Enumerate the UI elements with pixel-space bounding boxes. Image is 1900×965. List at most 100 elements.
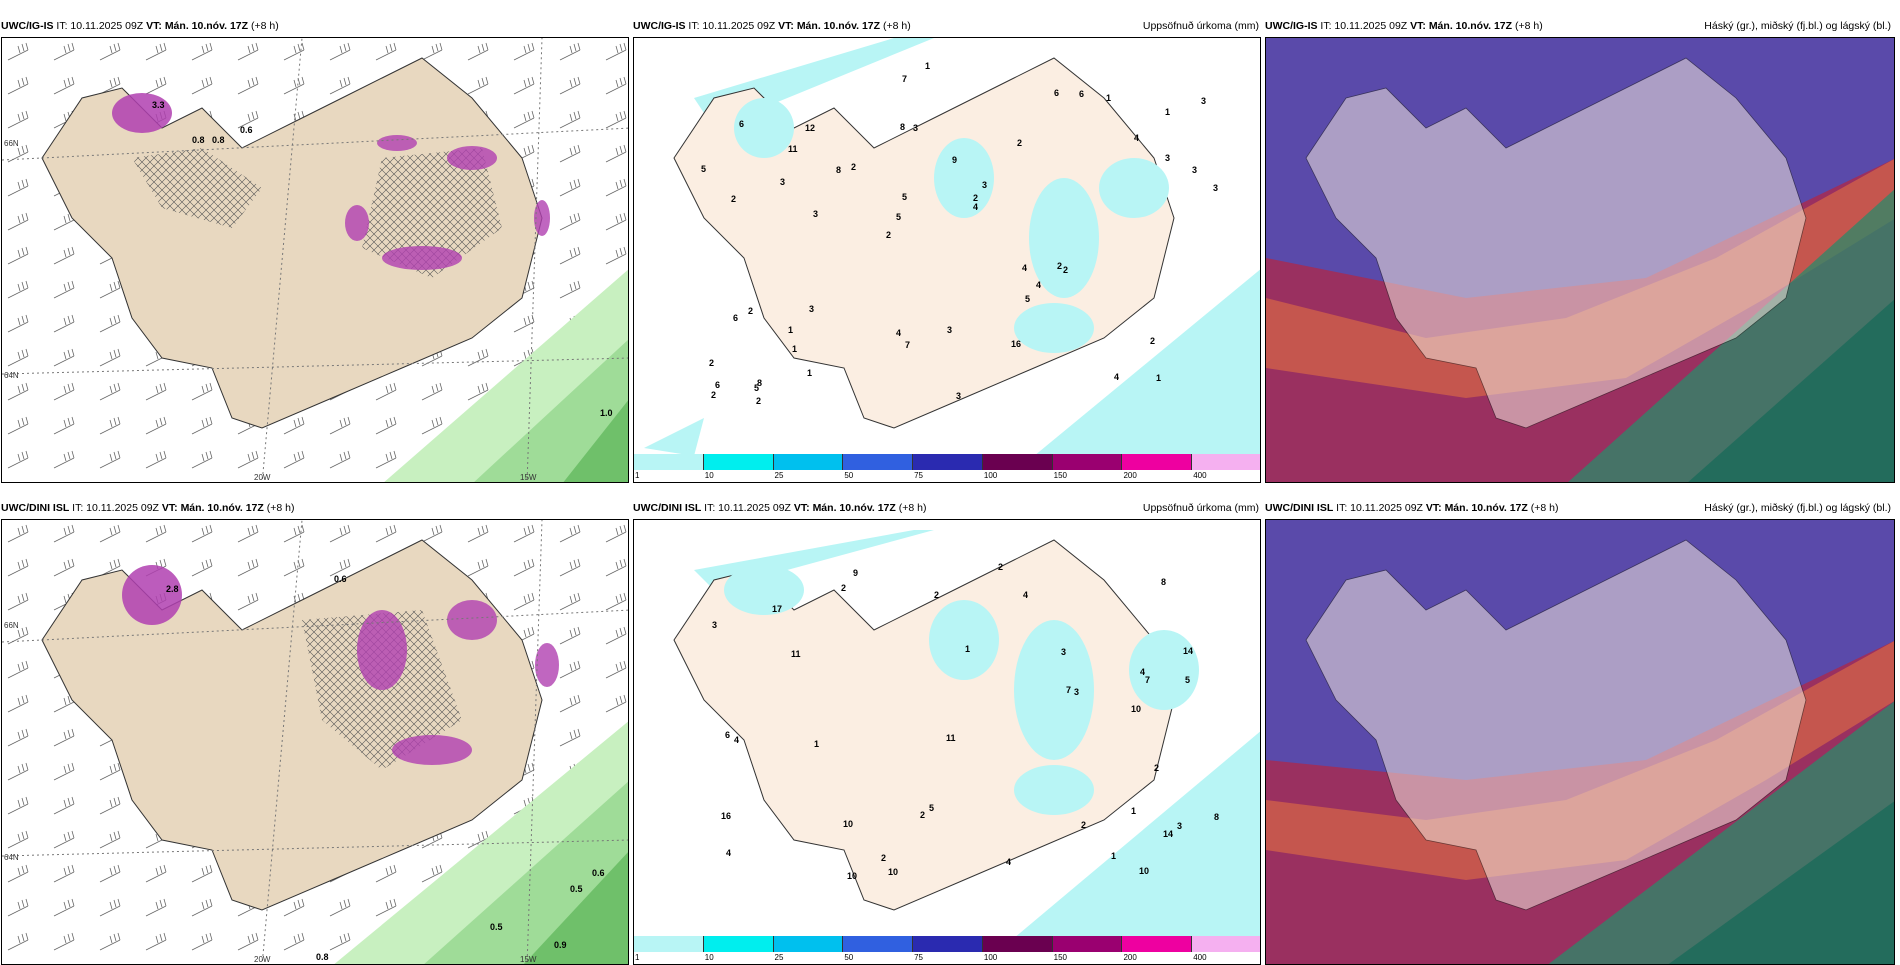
precip-value: 17: [772, 604, 782, 614]
colorbar-swatch: [1192, 454, 1260, 470]
colorbar-swatch: [703, 936, 774, 952]
precip-value: 2: [1081, 820, 1086, 830]
valid-label: VT:: [1410, 20, 1426, 32]
colorbar-tick: 400: [1193, 471, 1207, 480]
field-title: Háský (gr.), miðský (fj.bl.) og lágský (…: [1704, 20, 1891, 32]
precip-value: 1: [788, 325, 793, 335]
wind-map: 2.8 0.6 0.6 0.5 0.5 0.9 0.8 66N 64N 20W …: [2, 520, 628, 964]
precip-value: 3: [1201, 96, 1206, 106]
lon-label: 15W: [520, 955, 537, 964]
colorbar-swatch: [1122, 936, 1193, 952]
panel-wind-dini: UWC/DINI ISL IT: 10.11.2025 09Z VT: Mán.…: [1, 482, 631, 965]
precip-value: 1: [807, 368, 812, 378]
precip-value: 4: [1036, 280, 1041, 290]
panel-wind-igis: UWC/IG-IS IT: 10.11.2025 09Z VT: Mán. 10…: [1, 0, 631, 483]
panel-header: UWC/DINI ISL IT: 10.11.2025 09Z VT: Mán.…: [1, 498, 631, 518]
precip-value: 4: [1023, 590, 1028, 600]
map-frame: 1 2 1 2 2 8 8 9 2 2 2 1 3 3 2 6 7 3 4 3 5 4 5 12 6 3 4 2 2 3 8 3 5 1 3 2 6 7 4…: [633, 37, 1261, 483]
precip-value: 4: [726, 848, 731, 858]
map-frame: 2.8 0.6 0.6 0.5 0.5 0.9 0.8 66N 64N 20W …: [1, 519, 629, 965]
panel-header: UWC/DINI ISL IT: 10.11.2025 09Z VT: Mán.…: [1265, 498, 1895, 518]
valid-label: VT:: [146, 20, 162, 32]
precip-value: 8: [1161, 577, 1166, 587]
colorbar-tick: 10: [704, 471, 714, 480]
lead-time: (+8 h): [1514, 20, 1543, 32]
snow-label: 0.8: [192, 135, 205, 145]
precip-value: 8: [1214, 812, 1219, 822]
panel-precip-igis: UWC/IG-IS IT: 10.11.2025 09Z VT: Mán. 10…: [633, 0, 1263, 483]
precip-value: 6: [725, 730, 730, 740]
precip-value: 8: [900, 122, 905, 132]
issue-time: IT: 10.11.2025 09Z: [56, 20, 144, 32]
colorbar-swatch: [913, 936, 983, 952]
colorbar-swatch: [703, 454, 774, 470]
colorbar-swatch: [1122, 454, 1193, 470]
precip-value: 2: [756, 396, 761, 406]
colorbar-swatch: [773, 454, 844, 470]
valid-time: Mán. 10.nóv. 17Z: [1444, 502, 1528, 514]
precip-value: 2: [709, 358, 714, 368]
precip-value: 2: [920, 810, 925, 820]
colorbar-tick: 100: [983, 471, 998, 480]
precip-value: 3: [947, 325, 952, 335]
panel-header: UWC/IG-IS IT: 10.11.2025 09Z VT: Mán. 10…: [1, 16, 631, 36]
colorbar-tick: 100: [983, 953, 998, 962]
colorbar-tick: 10: [704, 953, 714, 962]
colorbar-swatch: [1052, 454, 1123, 470]
precip-value: 8: [836, 165, 841, 175]
snow-label: 0.5: [490, 922, 503, 932]
precip-value: 4: [1140, 667, 1145, 677]
colorbar-swatch: [634, 454, 704, 470]
precip-value: 6: [739, 119, 744, 129]
model-name: UWC/IG-IS: [633, 20, 686, 32]
valid-time: Mán. 10.nóv. 17Z: [796, 20, 881, 32]
valid-label: VT:: [161, 502, 178, 514]
colorbar-tick: 1: [635, 953, 640, 962]
precip-value: 2: [748, 306, 753, 316]
colorbar-swatch: [1192, 936, 1260, 952]
issue-time: IT: 10.11.2025 09Z: [688, 20, 776, 32]
precip-value: 2: [934, 590, 939, 600]
precip-value: 3: [1213, 183, 1218, 193]
colorbar-tick: 400: [1193, 953, 1207, 962]
panel-clouds-dini: UWC/DINI ISL IT: 10.11.2025 09Z VT: Mán.…: [1265, 482, 1895, 965]
iceland-land: [1305, 57, 1807, 429]
precip-value: 11: [788, 144, 798, 154]
precip-value: 1: [965, 644, 970, 654]
map-frame: 1 14 3 1 4 9 4 10 8 11 5 3 10 10 16 17 14 2 5 7 6 4 4 7 2 2 2 4 3 8 1 2…: [633, 519, 1261, 965]
precip-value: 7: [905, 340, 910, 350]
field-title: Uppsöfnuð úrkoma (mm): [1142, 502, 1259, 514]
precip-value: 2: [998, 562, 1003, 572]
precip-value: 10: [847, 871, 857, 881]
issue-time: IT: 10.11.2025 09Z: [1336, 502, 1423, 514]
precip-value: 11: [791, 649, 801, 659]
cloud-map: [1266, 520, 1894, 964]
model-name: UWC/DINI ISL: [633, 502, 702, 514]
precip-value: 11: [946, 733, 956, 743]
model-name: UWC/IG-IS: [1, 20, 54, 32]
map-frame: 3.3 0.8 0.6 0.8 1.0 66N 64N 20W 15W: [1, 37, 629, 483]
iceland-land: [1305, 539, 1807, 911]
panel-precip-dini: UWC/DINI ISL IT: 10.11.2025 09Z VT: Mán.…: [633, 482, 1263, 965]
precip-value: 16: [721, 811, 731, 821]
precip-value: 3: [1177, 821, 1182, 831]
lon-label: 20W: [254, 955, 271, 964]
precip-value: 5: [1025, 294, 1030, 304]
model-name: UWC/DINI ISL: [1265, 502, 1334, 514]
lead-time: (+8 h): [898, 502, 927, 514]
precip-value: 3: [982, 180, 987, 190]
precip-value: 9: [952, 155, 957, 165]
colorbar-swatch: [982, 454, 1053, 470]
lat-label: 64N: [4, 371, 19, 380]
precip-value: 2: [881, 853, 886, 863]
precip-value: 14: [1183, 646, 1193, 656]
precip-value: 4: [1134, 133, 1139, 143]
precip-value: 9: [853, 568, 858, 578]
colorbar: 1 10 25 50 75 100 150 200 400: [634, 936, 1260, 964]
valid-time: Mán. 10.nóv. 17Z: [1428, 20, 1513, 32]
valid-label: VT:: [1425, 502, 1442, 514]
precip-value: 5: [1185, 675, 1190, 685]
precip-value: 4: [1022, 263, 1027, 273]
colorbar-swatch: [843, 936, 914, 952]
